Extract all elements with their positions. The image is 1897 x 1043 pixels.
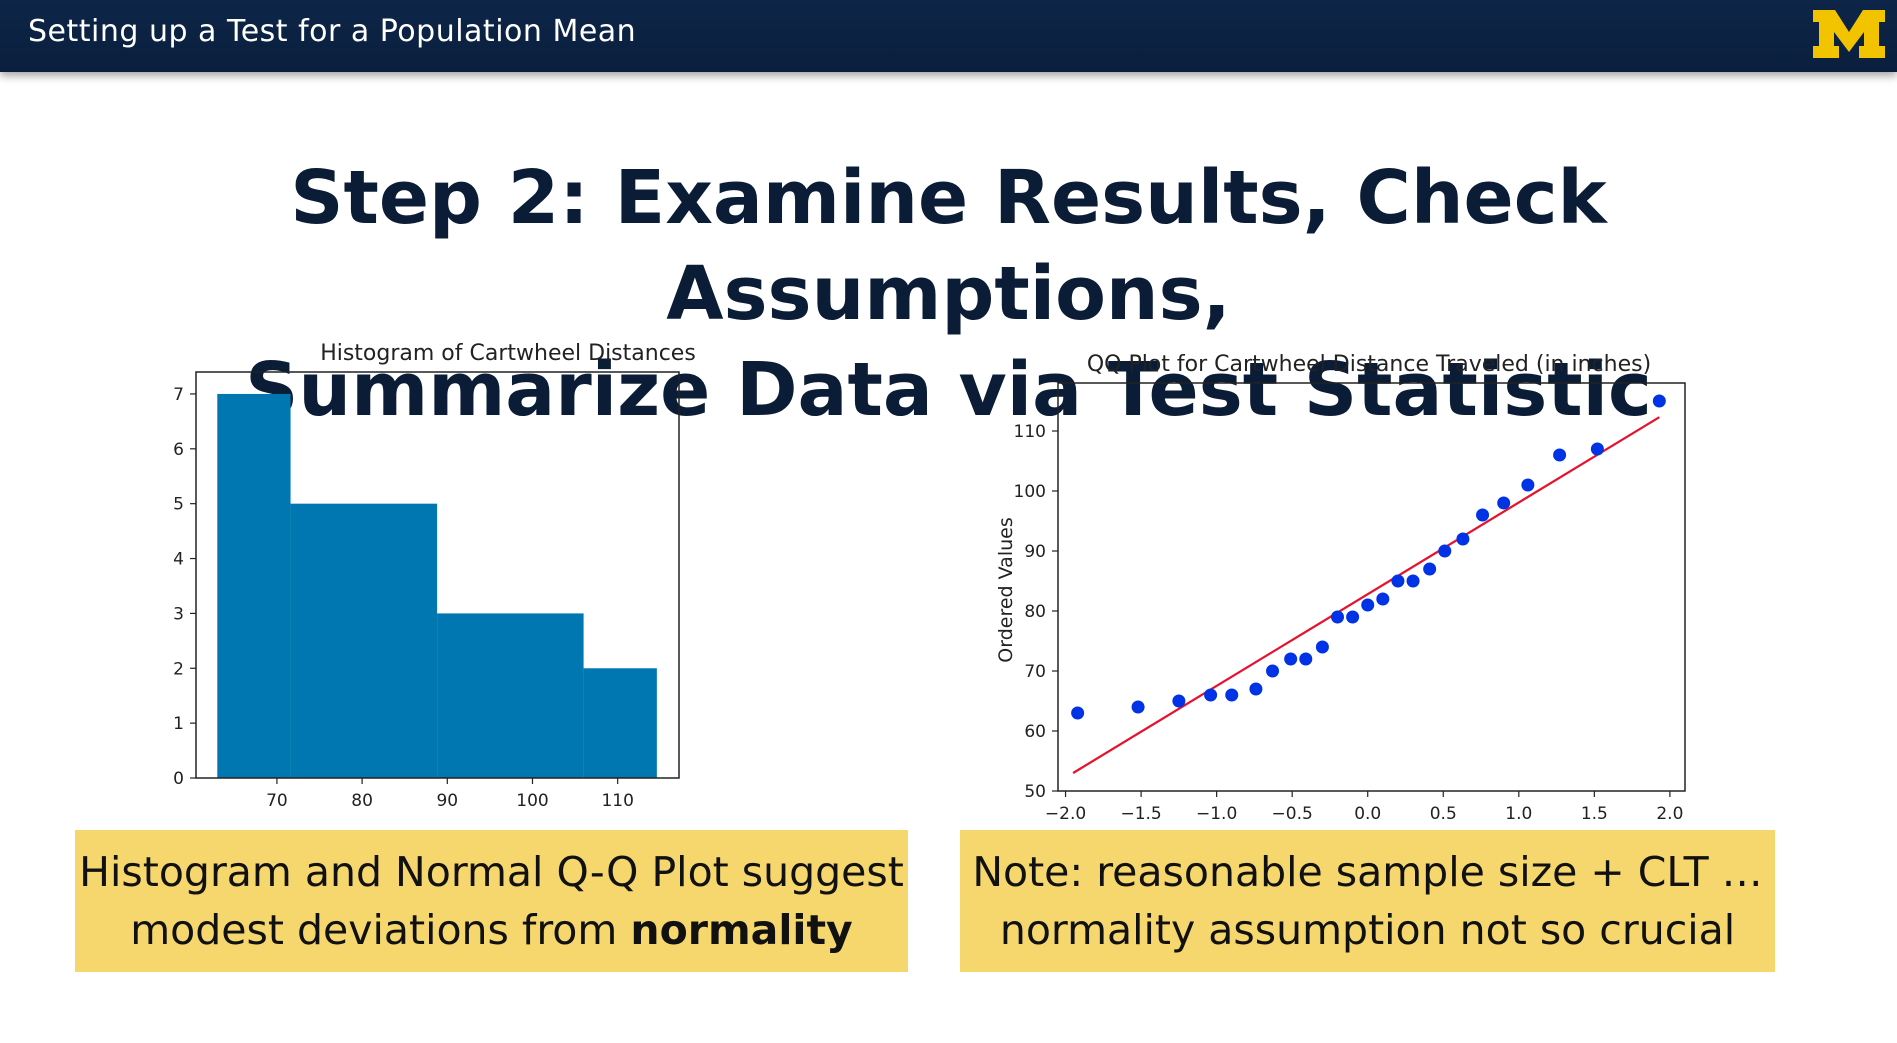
x-tick-label: 100 <box>516 791 548 811</box>
qq-data-point <box>1521 478 1535 492</box>
y-tick-label: 100 <box>1014 482 1046 502</box>
y-tick-label: 3 <box>173 604 184 624</box>
qq-data-point <box>1225 688 1239 702</box>
x-tick-label: 1.5 <box>1581 804 1608 824</box>
x-tick-label: 70 <box>266 791 288 811</box>
header-bar: Setting up a Test for a Population Mean <box>0 0 1897 72</box>
qq-plot-chart: QQ Plot for Cartwheel Distance Traveled … <box>995 352 1686 824</box>
x-tick-label: 80 <box>351 791 373 811</box>
slide-title-line-2: Summarize Data via Test Statistic <box>245 347 1652 433</box>
y-tick-label: 7 <box>173 385 184 405</box>
qq-data-point <box>1284 652 1298 666</box>
callout-right-line-2: normality assumption not so crucial <box>999 906 1736 954</box>
qq-data-point <box>1331 610 1345 624</box>
qq-data-point <box>1497 496 1511 510</box>
qq-data-point <box>1249 682 1263 696</box>
histogram-bar <box>583 668 657 778</box>
y-tick-label: 60 <box>1024 722 1046 742</box>
qq-data-point <box>1553 448 1567 462</box>
histogram-frame <box>195 371 680 779</box>
callout-left-emphasis: normality <box>630 906 853 954</box>
y-tick-label: 6 <box>173 440 184 460</box>
qq-data-point <box>1346 610 1360 624</box>
x-tick-label: 0.5 <box>1430 804 1457 824</box>
y-tick-label: 80 <box>1024 602 1046 622</box>
qq-data-point <box>1476 508 1490 522</box>
y-tick-label: 50 <box>1024 782 1046 802</box>
callout-left-line-2-text: modest deviations from <box>130 906 631 954</box>
callout-normality: Histogram and Normal Q-Q Plot suggest mo… <box>75 830 908 972</box>
qq-data-point <box>1652 394 1666 408</box>
x-tick-label: 2.0 <box>1656 804 1683 824</box>
qq-data-point <box>1376 592 1390 606</box>
x-tick-label: −0.5 <box>1272 804 1313 824</box>
y-tick-label: 0 <box>173 769 184 789</box>
qq-data-point <box>1266 664 1280 678</box>
histogram-bar <box>290 503 438 778</box>
slide-title: Step 2: Examine Results, Check Assumptio… <box>0 150 1897 438</box>
x-tick-label: 90 <box>436 791 458 811</box>
x-tick-label: −1.0 <box>1196 804 1237 824</box>
histogram-bar <box>217 393 291 778</box>
qq-data-point <box>1423 562 1437 576</box>
qq-data-point <box>1406 574 1420 588</box>
qq-data-point <box>1131 700 1145 714</box>
qq-plot-ylabel: Ordered Values <box>995 517 1017 662</box>
y-tick-label: 4 <box>173 550 184 570</box>
callout-left-line-1: Histogram and Normal Q-Q Plot suggest <box>79 848 904 896</box>
y-tick-label: 1 <box>173 714 184 734</box>
qq-data-point <box>1299 652 1313 666</box>
callout-right-line-1: Note: reasonable sample size + CLT … <box>972 848 1763 896</box>
y-tick-label: 70 <box>1024 662 1046 682</box>
qq-data-point <box>1204 688 1218 702</box>
qq-data-point <box>1071 706 1085 720</box>
slide-title-line-1: Step 2: Examine Results, Check Assumptio… <box>290 155 1607 337</box>
qq-plot-frame <box>1057 382 1686 792</box>
histogram-bar <box>437 613 584 778</box>
qq-reference-line <box>1072 416 1660 774</box>
qq-data-point <box>1456 532 1470 546</box>
callout-left-line-2: modest deviations from normality <box>75 901 908 959</box>
lecture-title: Setting up a Test for a Population Mean <box>28 14 637 49</box>
x-tick-label: −2.0 <box>1045 804 1086 824</box>
qq-data-point <box>1172 694 1186 708</box>
qq-data-point <box>1315 640 1329 654</box>
y-tick-label: 90 <box>1024 542 1046 562</box>
qq-data-point <box>1361 598 1375 612</box>
y-tick-label: 5 <box>173 495 184 515</box>
callout-clt-note: Note: reasonable sample size + CLT … nor… <box>960 830 1775 972</box>
x-tick-label: 0.0 <box>1354 804 1381 824</box>
x-tick-label: −1.5 <box>1120 804 1161 824</box>
y-tick-label: 110 <box>1014 422 1046 442</box>
qq-data-point <box>1438 544 1452 558</box>
histogram-chart: Histogram of Cartwheel Distances 0 1 2 3 4 5 6… <box>173 341 696 811</box>
university-logo-icon <box>1813 10 1885 58</box>
x-tick-label: 110 <box>601 791 633 811</box>
histogram-title: Histogram of Cartwheel Distances <box>320 341 696 366</box>
x-tick-label: 1.0 <box>1505 804 1532 824</box>
qq-plot-title: QQ Plot for Cartwheel Distance Traveled … <box>1087 352 1651 377</box>
y-tick-label: 2 <box>173 659 184 679</box>
qq-data-point <box>1391 574 1405 588</box>
qq-data-point <box>1590 442 1604 456</box>
